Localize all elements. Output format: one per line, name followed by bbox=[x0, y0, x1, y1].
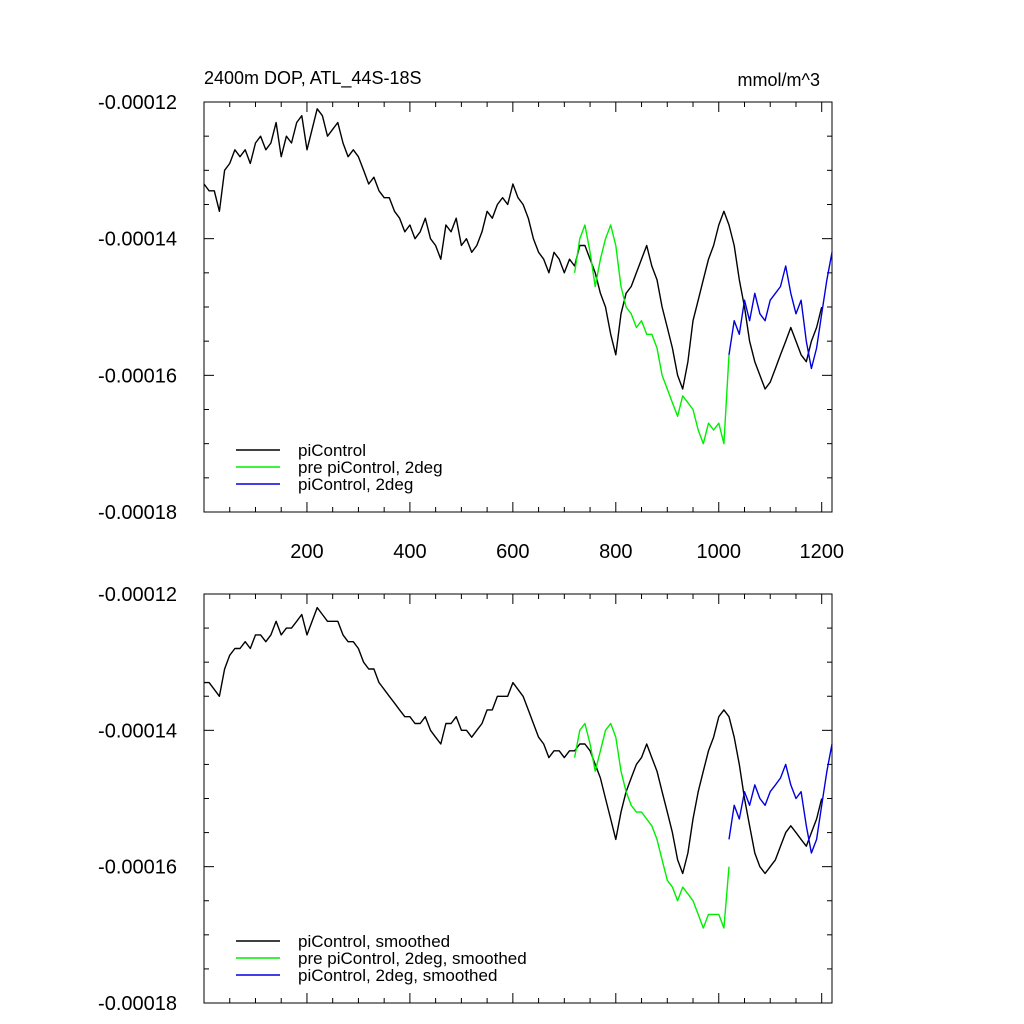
legend-entry: piControl bbox=[298, 441, 366, 460]
legend-entry: pre piControl, 2deg, smoothed bbox=[298, 949, 527, 968]
series-line-1 bbox=[203, 108, 823, 390]
series-line-3 bbox=[728, 743, 833, 854]
legend-entry: piControl, smoothed bbox=[298, 932, 450, 951]
units-label: mmol/m^3 bbox=[738, 70, 820, 90]
series-line-1 bbox=[204, 606, 823, 875]
series-line-2 bbox=[573, 224, 730, 445]
x-tick-label: 1000 bbox=[697, 541, 742, 563]
series-line-3 bbox=[728, 252, 833, 370]
y-tick-label: -0.00012 bbox=[98, 584, 177, 606]
x-tick-label: 1200 bbox=[799, 541, 844, 563]
y-tick-label: -0.00012 bbox=[98, 92, 177, 114]
y-tick-label: -0.00014 bbox=[98, 720, 177, 742]
y-tick-label: -0.00014 bbox=[98, 229, 177, 251]
x-tick-label: 600 bbox=[496, 541, 529, 563]
legend-entry: piControl, 2deg, smoothed bbox=[298, 966, 497, 985]
x-tick-label: 200 bbox=[290, 541, 323, 563]
y-tick-label: -0.00016 bbox=[98, 857, 177, 879]
legend-entry: pre piControl, 2deg bbox=[298, 458, 443, 477]
top-panel: 2400m DOP, ATL_44S-18S mmol/m^3 200 400 60… bbox=[98, 68, 844, 563]
series-line-2 bbox=[573, 722, 730, 929]
chart-title: 2400m DOP, ATL_44S-18S bbox=[204, 68, 421, 89]
x-tick-label: 800 bbox=[599, 541, 632, 563]
x-tick-label: 400 bbox=[393, 541, 426, 563]
y-tick-label: -0.00016 bbox=[98, 365, 177, 387]
bottom-panel: -0.00012 -0.00014 -0.00016 -0.00018 piContro… bbox=[98, 584, 833, 1015]
y-tick-label: -0.00018 bbox=[98, 993, 177, 1015]
legend-entry: piControl, 2deg bbox=[298, 475, 413, 494]
y-tick-label: -0.00018 bbox=[98, 502, 177, 524]
